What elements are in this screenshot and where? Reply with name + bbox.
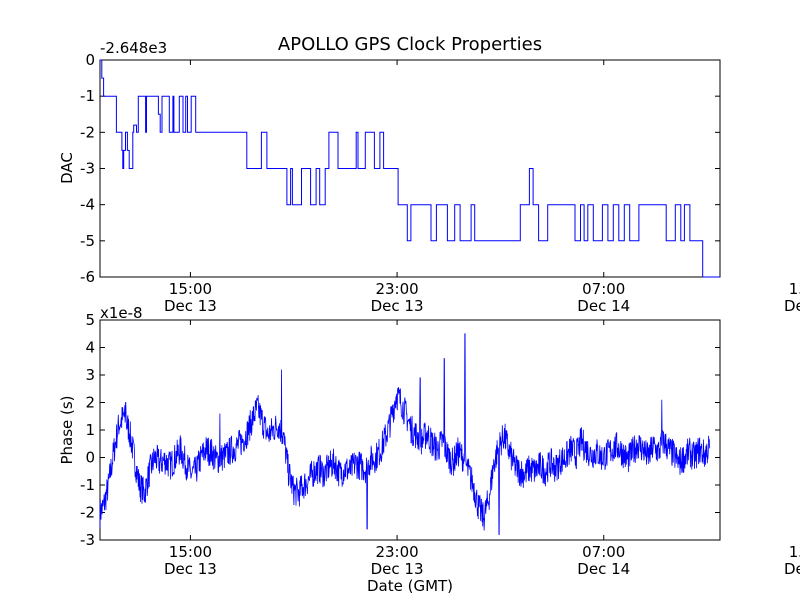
dac-xtick-time: 07:00 [582,280,625,298]
phase-xtick-date: Dec 14 [577,560,630,578]
dac-y-ticks: 0 -1 -2 -3 -4 -5 -6 [80,51,720,286]
phase-xtick-time: 15:00 [789,543,800,561]
phase-xtick-date: Dec 13 [164,560,217,578]
phase-ytick-label: -2 [80,504,95,522]
phase-ytick-label: 4 [85,339,95,357]
phase-ytick-label: -1 [80,476,95,494]
dac-xtick-date: Dec 13 [164,297,217,315]
dac-xtick-date: Dec 14 [784,297,800,315]
dac-ytick-label: -3 [80,160,95,178]
dac-ytick-label: 0 [85,51,95,69]
phase-series-line [99,333,711,535]
phase-x-axis-label: Date (GMT) [367,577,453,595]
dac-ytick-label: -5 [80,232,95,250]
phase-offset-label: x1e-8 [100,304,143,322]
dac-xtick-date: Dec 13 [371,297,424,315]
phase-y-ticks: 5 4 3 2 1 0 -1 -2 -3 [80,311,720,549]
dac-xtick-date: Dec 14 [577,297,630,315]
dac-ytick-label: -4 [80,196,95,214]
phase-ytick-label: 0 [85,449,95,467]
dac-series-line [100,59,720,278]
phase-ytick-label: -3 [80,531,95,549]
chart-title: APOLLO GPS Clock Properties [278,34,542,55]
phase-y-axis-label: Phase (s) [58,395,76,464]
dac-ytick-label: -6 [80,268,95,286]
phase-xtick-date: Dec 14 [784,560,800,578]
phase-xtick-time: 15:00 [169,543,212,561]
phase-ytick-label: 3 [85,366,95,384]
dac-xtick-time: 23:00 [375,280,418,298]
phase-xtick-date: Dec 13 [371,560,424,578]
dac-plot-frame [99,59,721,278]
dac-y-axis-label: DAC [58,152,76,184]
phase-ytick-label: 1 [85,421,95,439]
dac-xtick-time: 15:00 [169,280,212,298]
dac-ytick-label: -1 [80,87,95,105]
dac-offset-label: -2.648e3 [100,39,167,57]
phase-ytick-label: 5 [85,311,95,329]
phase-ytick-label: 2 [85,394,95,412]
dac-xtick-time: 15:00 [789,280,800,298]
phase-xtick-time: 07:00 [582,543,625,561]
phase-xtick-time: 23:00 [375,543,418,561]
dac-ytick-label: -2 [80,123,95,141]
